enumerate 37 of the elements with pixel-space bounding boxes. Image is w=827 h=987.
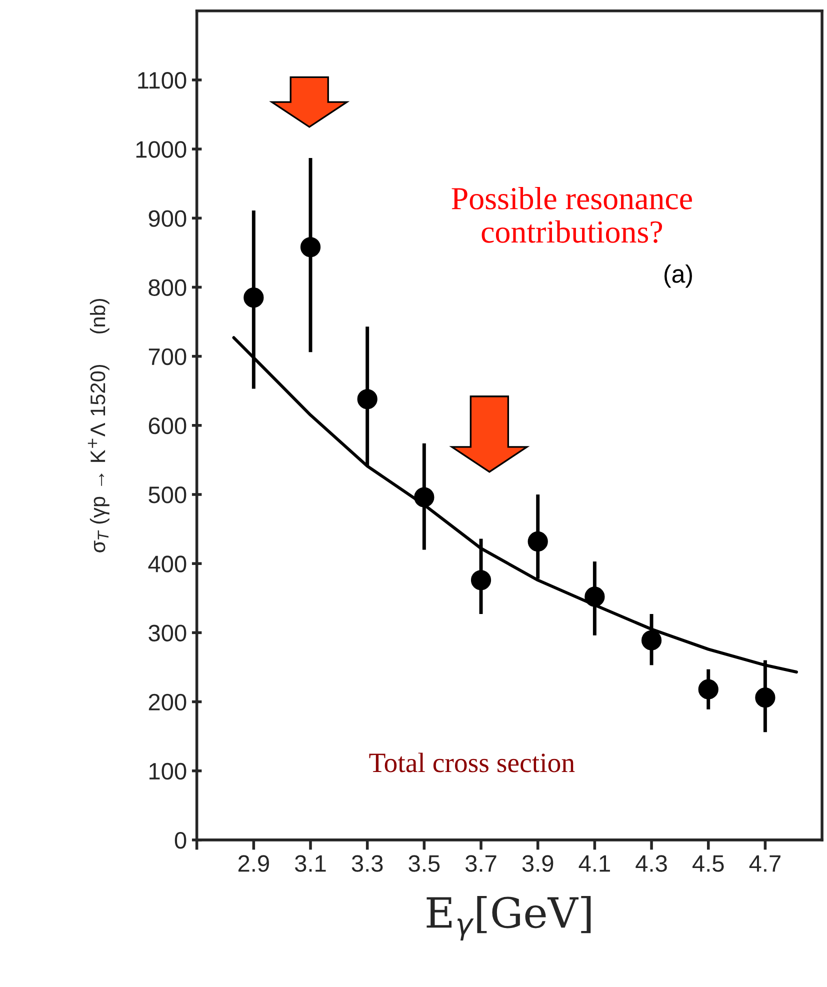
annotation: Total cross section <box>369 752 575 772</box>
y-tick-label: 700 <box>148 348 186 366</box>
y-tick-label: 300 <box>148 624 186 642</box>
x-tick-label: 4.3 <box>636 855 667 872</box>
y-tick-label: 0 <box>174 832 186 849</box>
point <box>470 570 492 590</box>
x-tick-label: 3.1 <box>294 855 326 872</box>
x-tick-label: 4.5 <box>692 855 724 872</box>
x-tick-label: 3.5 <box>408 855 440 872</box>
y-tick-label: 1100 <box>138 72 186 89</box>
x-tick-label: 3.9 <box>522 855 554 872</box>
y-tick-label: 500 <box>148 486 186 504</box>
x-tick-label: 4.1 <box>578 855 610 872</box>
annotation: Possible resonance contributions? <box>452 186 692 243</box>
point <box>244 288 264 308</box>
annotation: (a) <box>664 264 692 288</box>
point <box>414 487 434 508</box>
x-tick-label: 3.7 <box>466 855 496 872</box>
point <box>357 389 378 410</box>
y-axis-title: σ$_{T}$ (γp → K$^{+}$Λ 1520) (nb) <box>88 298 110 552</box>
point <box>641 630 662 650</box>
x-axis-title: E$_{γ}$[GeV] <box>426 896 591 941</box>
point <box>755 688 776 708</box>
y-tick-label: 900 <box>148 210 186 227</box>
y-tick-label: 1000 <box>136 141 186 158</box>
y-tick-label: 400 <box>148 556 186 572</box>
y-tick-label: 100 <box>150 762 186 780</box>
point <box>528 531 548 552</box>
point <box>584 586 605 607</box>
point <box>698 679 718 700</box>
x-tick-label: 2.9 <box>238 855 269 872</box>
y-tick-label: 600 <box>148 417 186 434</box>
y-tick-label: 800 <box>148 279 186 296</box>
y-tick-label: 200 <box>148 694 186 711</box>
point <box>300 237 321 258</box>
x-tick-label: 4.7 <box>749 855 780 872</box>
x-tick-label: 3.3 <box>352 855 383 872</box>
